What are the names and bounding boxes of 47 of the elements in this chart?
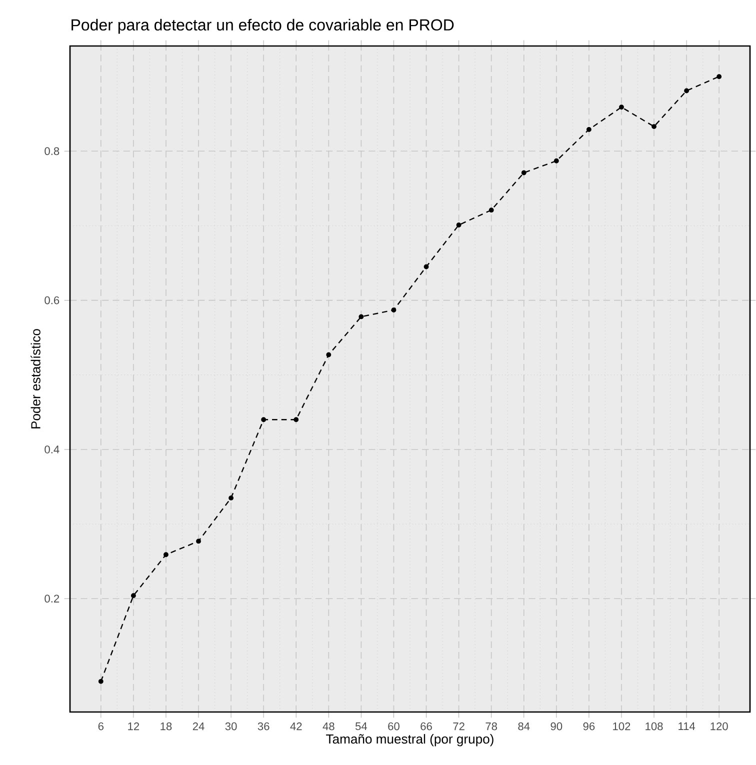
point xyxy=(488,208,494,213)
point xyxy=(358,314,364,320)
x-tick-label: 102 xyxy=(613,722,630,730)
x-tick-label: 108 xyxy=(646,722,663,730)
point xyxy=(228,495,234,500)
y-axis-title: Poder estadístico xyxy=(30,329,40,428)
x-tick-label: 42 xyxy=(290,722,302,730)
point xyxy=(586,127,592,132)
x-tick-label: 30 xyxy=(225,722,237,730)
x-tick-label: 66 xyxy=(420,722,432,730)
x-tick-label: 24 xyxy=(193,722,204,730)
point xyxy=(554,158,559,164)
point xyxy=(326,352,332,358)
x-tick-label: 12 xyxy=(128,722,140,730)
point xyxy=(196,538,202,544)
point xyxy=(261,417,266,422)
point xyxy=(619,104,624,110)
point xyxy=(98,678,104,684)
point xyxy=(456,222,462,228)
x-tick-label: 120 xyxy=(710,722,728,730)
point xyxy=(424,264,429,270)
point xyxy=(652,124,657,130)
x-tick-label: 84 xyxy=(518,722,530,730)
point xyxy=(294,417,299,422)
point xyxy=(684,88,690,94)
y-tick-label: 0.4 xyxy=(44,446,60,454)
chart-title: Poder para detectar un efecto de covariable en PROD xyxy=(72,18,454,34)
x-tick-label: 36 xyxy=(258,722,270,730)
x-tick-label: 114 xyxy=(678,722,696,730)
x-tick-label: 72 xyxy=(453,722,464,730)
point xyxy=(716,74,722,80)
x-tick-label: 54 xyxy=(356,722,368,730)
x-tick-label: 48 xyxy=(322,722,334,730)
x-tick-label: 96 xyxy=(583,722,595,730)
x-tick-label: 6 xyxy=(98,722,104,730)
x-tick-label: 90 xyxy=(550,722,562,730)
point xyxy=(391,308,396,312)
y-tick-label: 0.2 xyxy=(44,594,60,603)
x-tick-label: 60 xyxy=(388,722,400,730)
x-tick-label: 78 xyxy=(486,722,498,730)
x-tick-label: 18 xyxy=(160,722,172,730)
point xyxy=(164,552,169,558)
x-axis-title: Tamaño muestral (por grupo) xyxy=(326,734,494,746)
point xyxy=(522,170,526,176)
y-tick-label: 0.8 xyxy=(44,147,60,156)
point xyxy=(131,593,136,598)
y-tick-label: 0.6 xyxy=(44,296,60,304)
